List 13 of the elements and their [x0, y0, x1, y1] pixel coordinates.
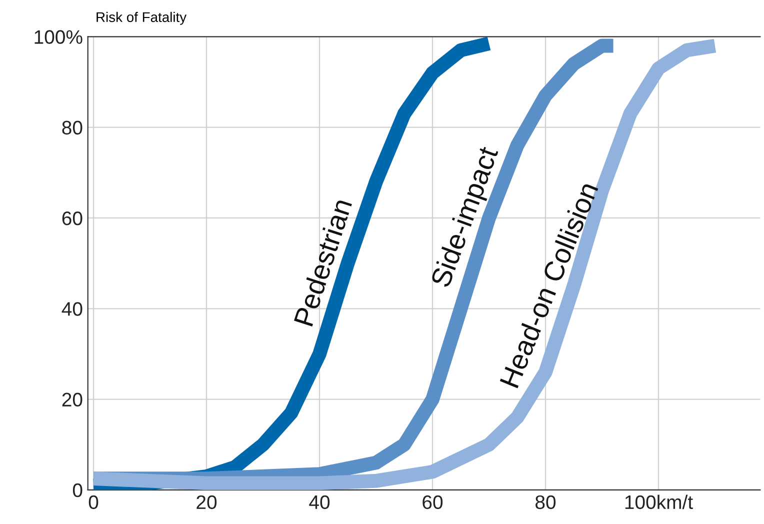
y-tick-label: 80	[62, 120, 82, 135]
x-tick-label: 100km/t	[625, 494, 693, 510]
x-tick-label: 60	[422, 495, 443, 510]
y-axis-title: Risk of Fatality	[96, 12, 187, 25]
y-tick-label: 40	[62, 302, 82, 316]
x-tick-label: 20	[196, 495, 217, 510]
y-tick-label: 60	[62, 211, 82, 226]
y-tick-label: 100%	[34, 30, 82, 44]
y-tick-label: 20	[62, 392, 82, 407]
x-tick-label: 0	[88, 495, 98, 510]
x-tick-label: 80	[536, 495, 556, 510]
y-tick-label: 0	[72, 483, 82, 498]
x-tick-label: 40	[309, 495, 330, 510]
